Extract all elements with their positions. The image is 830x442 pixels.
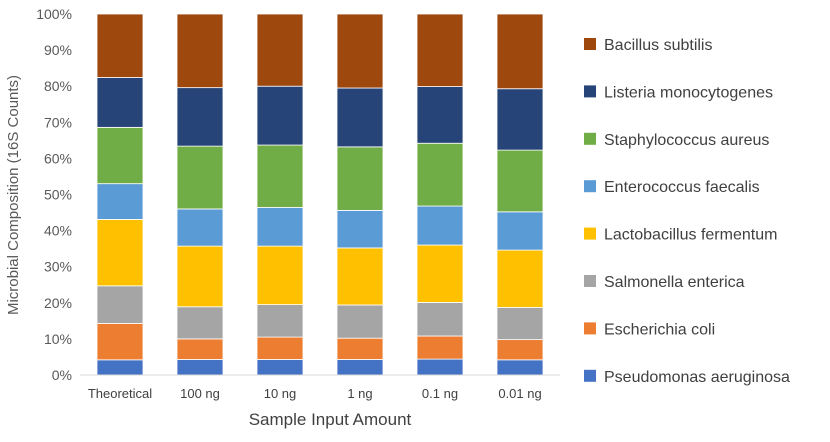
legend-label: Pseudomonas aeruginosa [604, 369, 790, 386]
bar-segment [336, 209, 384, 249]
bar-segment [176, 87, 224, 147]
bar-segment [496, 149, 544, 213]
bar-segment [416, 142, 464, 207]
legend-label: Enterococcus faecalis [604, 179, 760, 196]
bar-segment [96, 183, 144, 220]
bar-segment [496, 88, 544, 151]
bar-segment [176, 306, 224, 340]
bar-segment [496, 307, 544, 341]
bar-segment [176, 245, 224, 308]
bar-segment [256, 245, 304, 306]
bar-segment [256, 207, 304, 247]
bar-segment [416, 335, 464, 360]
bar-segment [96, 126, 144, 185]
y-tick-label: 70% [44, 114, 72, 130]
x-tick-label: 100 ng [180, 386, 220, 401]
bar-segment [416, 244, 464, 303]
y-tick-label: 10% [44, 331, 72, 347]
bar-segment [96, 219, 144, 287]
bar-segment [176, 13, 224, 89]
bar-segment [496, 211, 544, 251]
y-tick-label: 30% [44, 259, 72, 275]
bar-segment [336, 304, 384, 339]
bar-segment [96, 77, 144, 128]
bar-segment [416, 302, 464, 337]
y-tick-label: 0% [52, 367, 72, 383]
bar-segment [336, 13, 384, 89]
legend-label: Escherichia coli [604, 321, 715, 338]
x-tick-label: 1 ng [347, 386, 372, 401]
x-tick-label: 0.01 ng [498, 386, 541, 401]
x-tick-label: Theoretical [88, 386, 152, 401]
bar-segment [336, 247, 384, 306]
bar-segment [176, 208, 224, 247]
bar-segment [96, 322, 144, 361]
bar-segment [96, 285, 144, 324]
bar-segment [416, 13, 464, 87]
x-tick-label: 10 ng [264, 386, 297, 401]
legend-swatch [584, 85, 596, 98]
bar-segment [496, 339, 544, 361]
bar-segment [176, 359, 224, 376]
legend: Bacillus subtilis Listeria monocytogenes S… [584, 37, 790, 386]
bar-segment [96, 359, 144, 376]
bar-segment [256, 304, 304, 338]
bar-segment [256, 359, 304, 376]
legend-swatch [584, 275, 596, 287]
y-axis-ticks: 0% 10% 20% 30% 40% 50% 60% 70% 80% 90% 100% [36, 6, 72, 383]
legend-swatch [584, 227, 596, 240]
bar-segment [336, 146, 384, 211]
bar-segment [336, 359, 384, 376]
bar-segment [256, 336, 304, 360]
bar-segment [256, 144, 304, 208]
bar-segment [336, 87, 384, 148]
y-tick-label: 90% [44, 42, 72, 58]
legend-swatch [584, 38, 596, 50]
legend-swatch [584, 322, 596, 335]
bar-segment [96, 13, 144, 78]
x-axis-ticks: Theoretical 100 ng 10 ng 1 ng 0.1 ng 0.01 ng [88, 386, 542, 401]
y-axis-label: Microbial Composition (16S Counts) [5, 75, 22, 315]
bar-segment [176, 338, 224, 360]
bar-segment [416, 358, 464, 376]
x-axis-label: Sample Input Amount [249, 410, 412, 429]
bar-segment [416, 205, 464, 246]
bar-segment [256, 85, 304, 146]
legend-label: Staphylococcus aureus [604, 132, 769, 149]
y-tick-label: 50% [44, 187, 72, 203]
bar-segment [256, 13, 304, 87]
y-tick-label: 100% [36, 6, 72, 22]
bars-group [96, 13, 544, 376]
bar-segment [496, 249, 544, 308]
legend-label: Bacillus subtilis [604, 37, 712, 54]
legend-label: Lactobacillus fermentum [604, 227, 777, 244]
legend-label: Salmonella enterica [604, 274, 745, 291]
y-tick-label: 80% [44, 78, 72, 94]
y-tick-label: 20% [44, 295, 72, 311]
x-tick-label: 0.1 ng [422, 386, 458, 401]
bar-segment [496, 359, 544, 376]
legend-swatch [584, 180, 596, 193]
y-tick-label: 60% [44, 150, 72, 166]
y-tick-label: 40% [44, 223, 72, 239]
bar-segment [336, 337, 384, 360]
legend-swatch [584, 132, 596, 145]
bar-segment [176, 145, 224, 210]
legend-label: Listeria monocytogenes [604, 84, 773, 101]
bar-segment [416, 86, 464, 144]
legend-swatch [584, 369, 596, 382]
bar-segment [496, 13, 544, 90]
